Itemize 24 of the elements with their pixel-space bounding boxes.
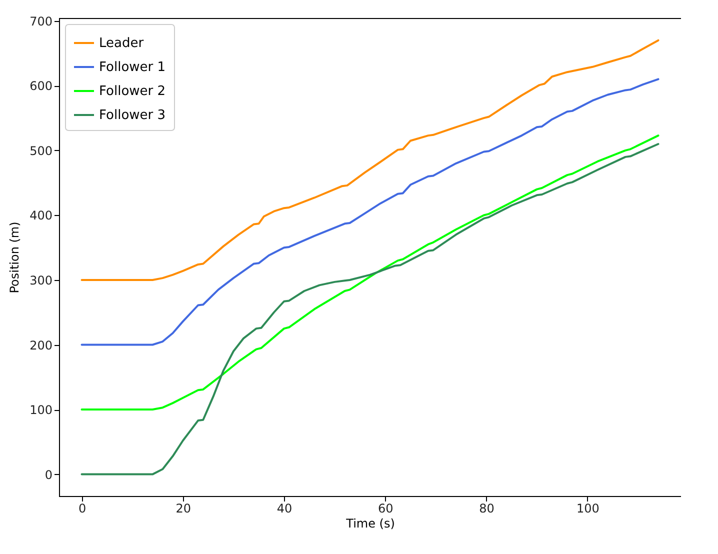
y-tick-label: 700 (30, 14, 52, 28)
x-axis-title: Time (s) (345, 516, 395, 530)
line-series (80, 134, 660, 411)
line-series (80, 78, 660, 346)
x-tick-label: 0 (78, 502, 86, 516)
legend-label: Leader (99, 36, 144, 51)
y-tick-label: 500 (30, 144, 52, 158)
y-tick-label: 100 (30, 403, 52, 418)
x-tick-label: 60 (378, 502, 394, 516)
y-tick-label: 400 (30, 208, 52, 223)
line-series (80, 142, 660, 476)
x-tick-label: 80 (479, 502, 494, 516)
y-tick-label: 600 (30, 79, 52, 94)
y-tick-label: 0 (44, 468, 52, 482)
y-axis-title: Position (m) (8, 222, 22, 294)
x-tick-label: 40 (276, 502, 292, 516)
legend-label: Follower 2 (99, 84, 166, 99)
line-series (80, 39, 660, 281)
y-tick-label: 200 (30, 338, 52, 352)
legend-label: Follower 3 (99, 108, 166, 123)
y-tick-label: 300 (30, 273, 52, 288)
legend-label: Follower 1 (99, 60, 166, 75)
x-tick-label: 100 (576, 502, 600, 516)
x-tick-label: 20 (176, 502, 192, 516)
